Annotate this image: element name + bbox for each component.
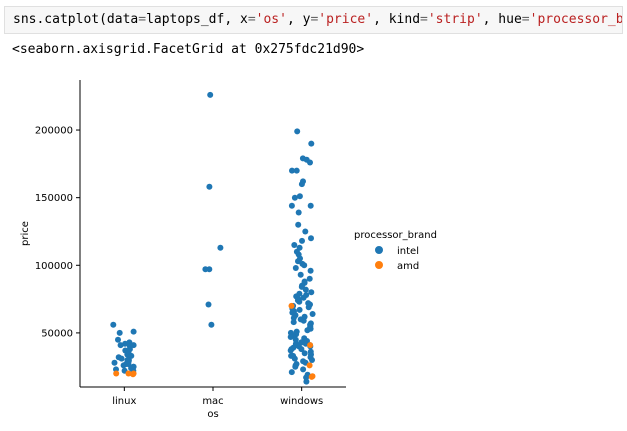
code-token: 'price' <box>318 12 374 27</box>
intel-point <box>288 369 295 376</box>
intel-point <box>292 265 299 271</box>
intel-point <box>289 167 295 174</box>
intel-point <box>295 221 302 228</box>
x-tick-label: mac <box>202 396 223 407</box>
intel-point <box>122 340 129 347</box>
intel-point <box>307 267 314 274</box>
intel-point <box>300 317 307 324</box>
y-tick-label: 150000 <box>35 193 73 204</box>
intel-point <box>292 363 299 370</box>
code-token: 'processor_brand' <box>529 12 623 27</box>
code-token: 'os' <box>255 12 287 27</box>
intel-point <box>291 242 298 248</box>
intel-point <box>118 355 125 362</box>
code-token: 'strip' <box>427 12 483 27</box>
intel-point <box>298 181 305 188</box>
intel-point <box>300 366 307 373</box>
intel-point <box>202 266 209 273</box>
legend-marker-amd <box>375 261 383 269</box>
y-tick-label: 200000 <box>35 126 73 137</box>
intel-point <box>293 167 300 174</box>
intel-point <box>308 140 315 147</box>
code-token: , kind <box>373 12 421 27</box>
intel-point <box>309 311 316 317</box>
intel-point <box>205 301 212 308</box>
intel-point <box>130 328 137 335</box>
intel-point <box>206 183 213 190</box>
intel-point <box>288 346 295 353</box>
intel-point <box>291 194 298 201</box>
intel-point <box>301 262 308 269</box>
intel-point <box>115 336 121 343</box>
x-tick-label: windows <box>280 396 323 407</box>
intel-point <box>217 244 224 251</box>
amd-point <box>288 302 295 309</box>
intel-point <box>295 258 301 265</box>
intel-point <box>290 352 297 359</box>
intel-point <box>111 359 118 366</box>
intel-point <box>296 193 303 200</box>
intel-point <box>304 327 311 334</box>
intel-point <box>309 357 315 363</box>
intel-point <box>303 378 310 385</box>
intel-point <box>295 209 302 216</box>
intel-point <box>305 304 312 311</box>
amd-point <box>125 370 132 377</box>
intel-point <box>290 319 297 326</box>
intel-point <box>288 202 295 209</box>
amd-point <box>308 373 315 380</box>
code-token: = <box>138 12 147 27</box>
y-axis-label: price <box>20 221 31 246</box>
intel-point <box>296 306 303 313</box>
intel-point <box>287 334 294 340</box>
cell-output: <seaborn.axisgrid.FacetGrid at 0x275fdc2… <box>12 42 365 57</box>
amd-point <box>130 371 136 378</box>
intel-point <box>123 361 129 367</box>
amd-point <box>307 342 314 349</box>
intel-point <box>307 202 314 209</box>
intel-point <box>297 271 304 278</box>
intel-point <box>296 298 303 305</box>
intel-point <box>308 289 315 296</box>
code-cell[interactable]: sns.catplot(data=laptops_df, x='os', y='… <box>4 6 623 34</box>
legend-title: processor_brand <box>354 230 437 241</box>
code-token: = <box>420 12 428 27</box>
y-tick-label: 100000 <box>35 261 73 272</box>
intel-point <box>130 342 137 349</box>
intel-point <box>207 91 214 98</box>
code-token: , y <box>286 12 311 27</box>
intel-point <box>301 350 308 357</box>
code-token: sns.catplot(data <box>13 12 139 27</box>
intel-point <box>294 128 301 135</box>
intel-point <box>300 294 307 301</box>
intel-point <box>298 346 305 353</box>
code-token: = <box>247 12 256 27</box>
intel-point <box>125 348 132 355</box>
intel-point <box>208 321 215 328</box>
code-token: = <box>310 12 319 27</box>
legend-label-intel: intel <box>397 246 419 257</box>
x-axis-label: os <box>207 409 218 420</box>
intel-point <box>302 286 309 293</box>
intel-point <box>302 228 309 235</box>
x-tick-label: linux <box>112 396 136 407</box>
intel-point <box>298 339 305 346</box>
intel-point <box>308 235 314 242</box>
legend-marker-intel <box>375 246 383 254</box>
amd-point <box>306 362 313 369</box>
legend-label-amd: amd <box>397 261 419 272</box>
code-token: laptops_df, x <box>146 12 248 27</box>
intel-point <box>299 237 305 244</box>
intel-point <box>116 329 123 336</box>
intel-point <box>110 321 117 328</box>
amd-point <box>113 370 120 377</box>
intel-point <box>307 159 313 166</box>
code-token: = <box>521 12 530 27</box>
code-token: , hue <box>482 12 522 27</box>
intel-point <box>306 275 313 282</box>
y-tick-label: 50000 <box>41 328 73 339</box>
intel-point <box>117 342 124 349</box>
